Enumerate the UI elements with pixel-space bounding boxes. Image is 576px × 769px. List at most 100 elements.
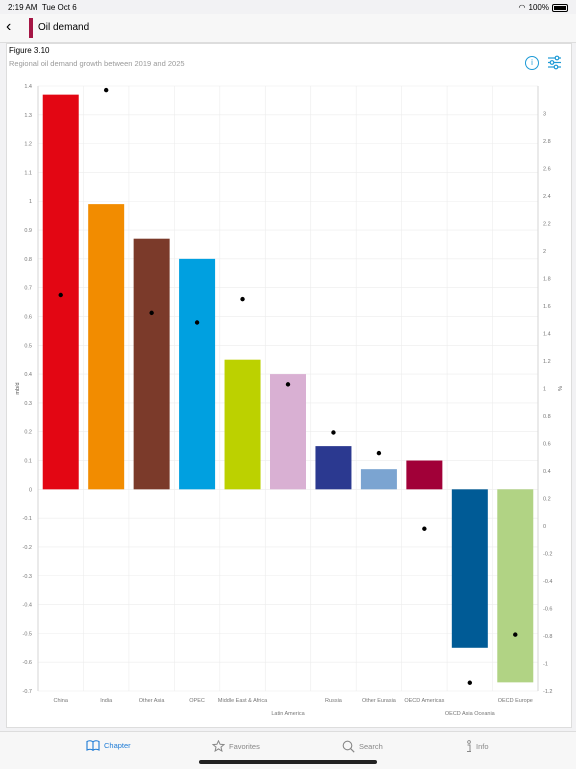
y-tick-right: 1.2	[543, 359, 551, 365]
battery-icon	[552, 3, 568, 12]
x-tick-label: Other Asia	[139, 698, 166, 704]
y-tick-left: -0.5	[23, 631, 32, 637]
search-icon	[342, 740, 355, 753]
y-tick-left: 0.9	[24, 228, 32, 234]
y-tick-right: -1.2	[543, 689, 552, 695]
y-tick-left: 0.6	[24, 314, 32, 320]
tab-favorites-label: Favorites	[229, 741, 260, 751]
tab-info-label: Info	[476, 742, 489, 751]
y-tick-right: -0.4	[543, 579, 552, 585]
y-tick-left: 0.2	[24, 430, 32, 436]
y-tick-right: 2.4	[543, 194, 551, 200]
y-tick-left: 1.3	[24, 113, 32, 119]
y-tick-right: 2	[543, 249, 546, 255]
y-tick-left: -0.1	[23, 516, 32, 522]
y-tick-left: 0.7	[24, 286, 32, 292]
info-icon[interactable]: i	[525, 56, 539, 70]
point-latin-america	[285, 382, 291, 387]
point-opec	[194, 320, 200, 325]
nav-title: Oil demand	[38, 22, 90, 33]
y-tick-left: -0.2	[23, 545, 32, 551]
y-tick-left: 0.5	[24, 343, 32, 349]
status-right: ◠ 100%	[519, 3, 568, 12]
tab-chapter-label: Chapter	[104, 741, 131, 750]
y-tick-left: 0	[29, 487, 32, 493]
bar-india	[88, 204, 125, 490]
y-axis-left-label: mb/d	[15, 382, 21, 394]
chapter-accent-bar	[29, 18, 33, 38]
y-tick-left: 0.8	[24, 257, 32, 263]
y-tick-left: 0.1	[24, 459, 32, 465]
bar-opec	[179, 258, 216, 490]
y-tick-right: 1.4	[543, 332, 551, 338]
y-tick-right: 3	[543, 112, 546, 118]
info-i-icon	[467, 740, 471, 752]
y-tick-right: 0	[543, 524, 546, 530]
y-tick-left: -0.7	[23, 689, 32, 695]
x-tick-label: Russia	[325, 698, 343, 704]
point-india	[103, 87, 109, 93]
y-tick-right: 2.2	[543, 222, 551, 228]
y-tick-right: 2.6	[543, 167, 551, 173]
tab-favorites[interactable]: Favorites	[212, 740, 260, 752]
nav-bar: ‹ Oil demand	[0, 14, 576, 43]
book-icon	[86, 740, 100, 751]
figure-label: Figure 3.10	[9, 46, 50, 55]
bar-oecd-europe	[497, 489, 534, 683]
sliders-icon[interactable]	[547, 55, 562, 70]
point-china	[58, 292, 63, 298]
y-tick-right: 1	[543, 387, 546, 393]
point-other-eurasia	[376, 450, 382, 456]
back-chevron-icon[interactable]: ‹	[6, 18, 12, 35]
x-tick-label: OECD Americas	[404, 698, 444, 704]
bar-russia	[315, 446, 352, 490]
y-tick-left: 1.1	[24, 170, 32, 176]
x-tick-label: OPEC	[189, 698, 205, 704]
tab-info[interactable]: Info	[466, 740, 489, 753]
y-tick-left: -0.3	[23, 574, 32, 580]
x-tick-label: India	[100, 698, 113, 704]
tab-search-label: Search	[359, 742, 383, 751]
y-tick-right: 0.6	[543, 442, 551, 448]
tab-search[interactable]: Search	[342, 740, 383, 753]
star-icon	[212, 740, 225, 752]
bar-china	[42, 94, 79, 490]
y-tick-left: 1.4	[24, 84, 32, 90]
point-oecd-asia-oceania	[467, 680, 473, 685]
y-tick-left: 0.4	[24, 372, 32, 378]
x-tick-label: Middle East & Africa	[218, 698, 268, 704]
y-tick-right: -0.8	[543, 634, 552, 640]
y-axis-right-label: %	[556, 386, 562, 391]
y-tick-left: 1	[29, 199, 32, 205]
bar-latin-america	[270, 374, 306, 490]
point-oecd-americas	[422, 526, 427, 531]
bar-oecd-asia-oceania	[451, 489, 488, 648]
point-russia	[331, 430, 336, 435]
point-oecd-europe	[513, 632, 518, 637]
point-other-asia	[149, 310, 154, 316]
tab-chapter[interactable]: Chapter	[86, 740, 131, 751]
y-tick-left: -0.4	[23, 603, 32, 609]
y-tick-right: 1.6	[543, 304, 551, 310]
x-tick-label-lower: OECD Asia Oceania	[445, 711, 496, 717]
y-tick-right: 0.2	[543, 497, 551, 503]
status-bar: 2:19 AM Tue Oct 6 ◠ 100%	[0, 0, 576, 14]
battery-percent: 100%	[528, 3, 549, 12]
y-tick-right: 0.8	[543, 414, 551, 420]
x-tick-label: OECD Europe	[498, 698, 533, 704]
y-tick-right: 1.8	[543, 277, 551, 283]
y-tick-right: -0.6	[543, 607, 552, 613]
point-middle-east-africa	[240, 296, 245, 302]
bar-oecd-americas	[406, 460, 443, 490]
x-tick-label-lower: Latin America	[271, 711, 305, 717]
bar-other-asia	[133, 238, 170, 490]
x-tick-label: China	[54, 698, 69, 704]
oil-demand-chart: 1.4 1.3 1.2 1.1 1 0.9 0.8 0.7 0.6 0.5 0.4 0.3 0.2 0.1…	[15, 84, 562, 717]
x-tick-label: Other Eurasia	[362, 698, 397, 704]
y-tick-right: 2.8	[543, 139, 551, 145]
y-tick-right: -1	[543, 662, 548, 668]
home-indicator	[199, 760, 377, 764]
figure-subtitle: Regional oil demand growth between 2019 …	[9, 59, 185, 68]
y-tick-left: 0.3	[24, 401, 32, 407]
y-tick-left: 1.2	[24, 142, 32, 148]
